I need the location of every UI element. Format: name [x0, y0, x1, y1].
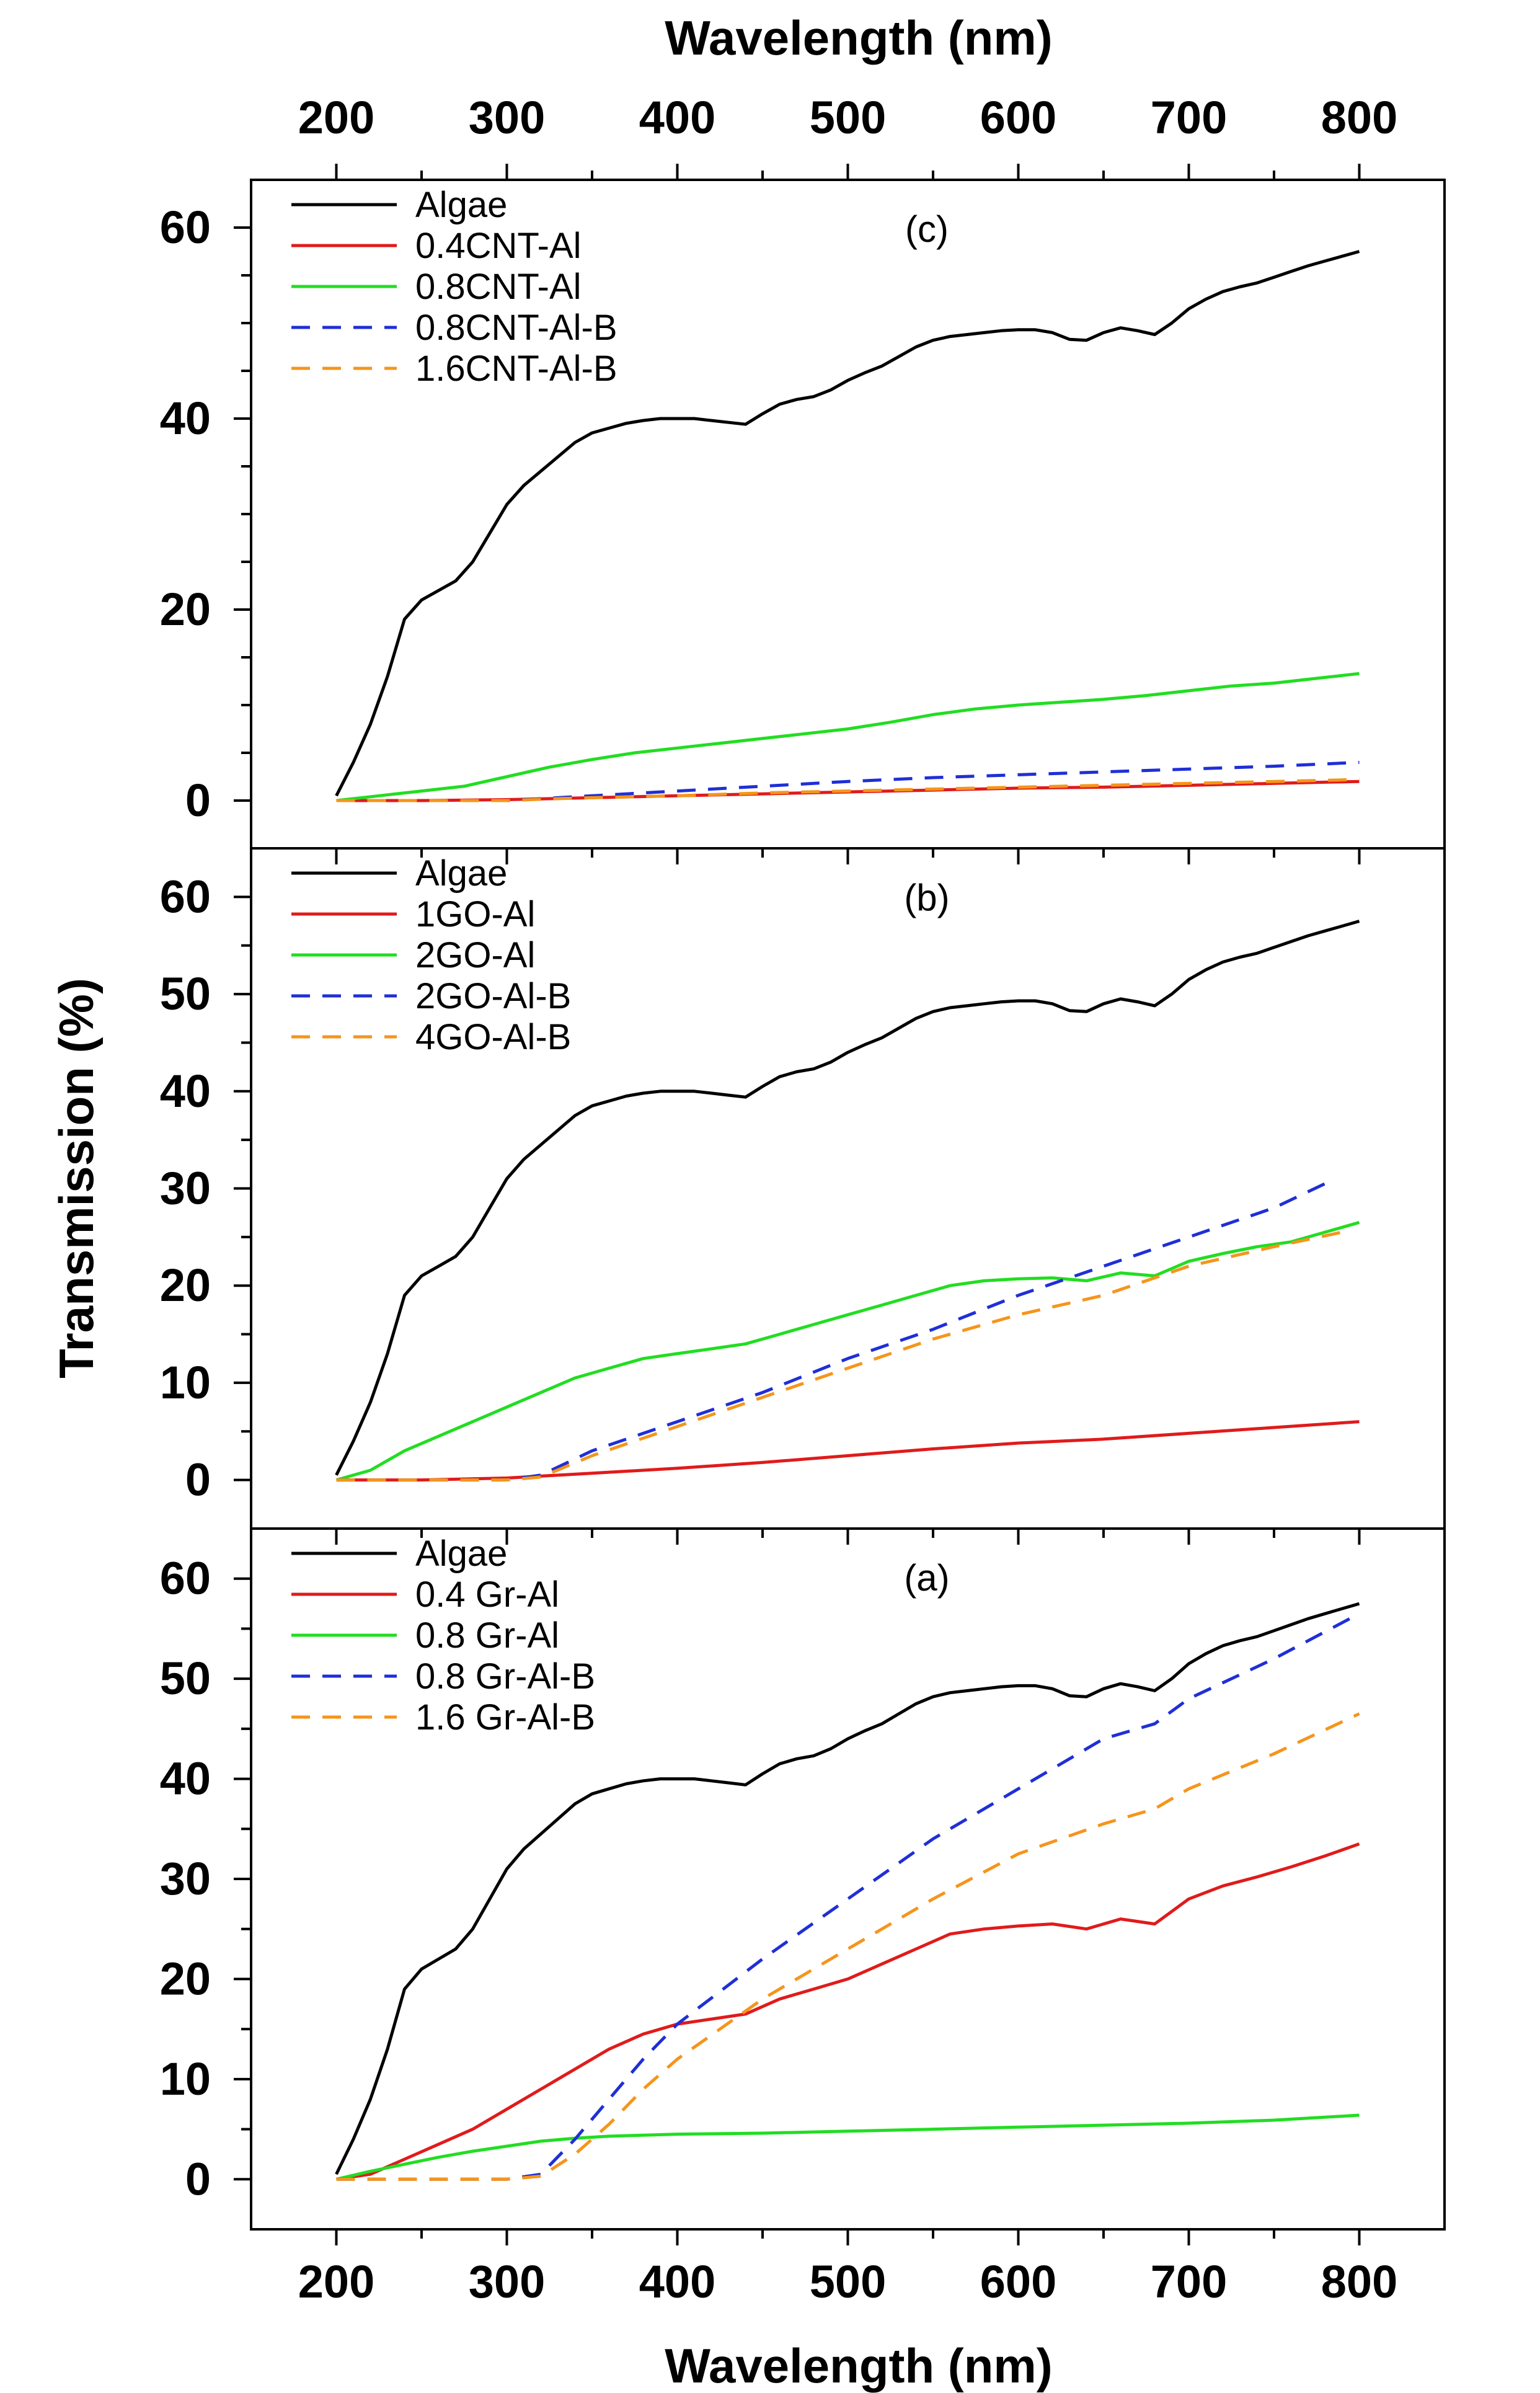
series-line-1-6cnt-al-b: [336, 778, 1360, 802]
series-line-1go-al: [336, 1420, 1360, 1482]
legend-label: 0.8 Gr-Al: [415, 1615, 559, 1656]
series-line-1-6-gr-al-b: [336, 1712, 1360, 2181]
panel-label: (b): [904, 877, 949, 918]
series-line-algae: [335, 250, 1360, 797]
y-tick-label: 10: [160, 2053, 211, 2105]
x-tick-label: 500: [810, 2256, 886, 2307]
legend-label: Algae: [415, 853, 507, 894]
x-tick-label-top: 500: [810, 92, 886, 143]
y-tick-label: 20: [160, 1259, 211, 1311]
legend-label: 2GO-Al-B: [415, 976, 571, 1016]
y-tick-label: 10: [160, 1357, 211, 1408]
legend-label: 0.8CNT-Al-B: [415, 308, 617, 348]
y-tick-label: 60: [160, 871, 211, 922]
x-tick-label: 700: [1151, 2256, 1227, 2307]
series-line-2go-al-b: [336, 1182, 1326, 1482]
y-tick-label: 20: [160, 1953, 211, 2004]
y-tick-label: 30: [160, 1163, 211, 1214]
panel-b: 0 10 20 30 40 50 60 Algae1GO-Al2GO-Al2GO-Al-B4G…: [160, 847, 1446, 1545]
x-tick-label: 200: [298, 2256, 374, 2307]
y-axis-title: Transmission (%): [49, 978, 104, 1379]
series-line-0-4-gr-al: [336, 1842, 1360, 2181]
legend-label: 0.8CNT-Al: [415, 267, 582, 307]
y-tick-label: 0: [185, 2153, 211, 2204]
series-line-algae: [335, 1602, 1360, 2175]
x-tick-label: 800: [1321, 2256, 1397, 2307]
panel-label: (a): [904, 1557, 949, 1599]
bottom-x-axis-title: Wavelength (nm): [665, 2338, 1052, 2393]
panel-label: (c): [905, 208, 949, 250]
legend-label: Algae: [415, 1534, 507, 1574]
panel-c: 0 20 40 60 200 300 400 500 600 700 800 Algae0.4CNT-…: [160, 92, 1446, 864]
series-line-2go-al: [335, 1220, 1360, 1482]
y-tick-label: 40: [160, 393, 211, 444]
x-tick-label-top: 800: [1321, 92, 1397, 143]
y-tick-label: 60: [160, 202, 211, 253]
legend-label: 2GO-Al: [415, 935, 535, 975]
x-tick-label: 300: [469, 2256, 545, 2307]
x-tick-label: 400: [639, 2256, 715, 2307]
legend-label: 1GO-Al: [415, 894, 535, 935]
y-tick-label: 30: [160, 1853, 211, 1904]
legend-label: 0.4 Gr-Al: [415, 1574, 559, 1615]
y-tick-label: 40: [160, 1753, 211, 1805]
y-tick-label: 60: [160, 1553, 211, 1604]
legend-label: Algae: [415, 185, 507, 225]
y-tick-label: 50: [160, 968, 211, 1019]
y-tick-label: 0: [185, 1454, 211, 1506]
legend-label: 0.4CNT-Al: [415, 226, 582, 266]
y-tick-label: 40: [160, 1065, 211, 1117]
x-tick-label-top: 300: [469, 92, 545, 143]
x-tick-label-top: 600: [980, 92, 1056, 143]
series-line-0-8-gr-al: [335, 2113, 1360, 2181]
series-line-algae: [335, 920, 1360, 1476]
x-tick-label: 600: [980, 2256, 1056, 2307]
x-tick-label-top: 200: [298, 92, 374, 143]
legend-label: 1.6CNT-Al-B: [415, 349, 617, 389]
x-tick-label-top: 400: [639, 92, 715, 143]
x-tick-label-top: 700: [1151, 92, 1227, 143]
legend-label: 0.8 Gr-Al-B: [415, 1656, 595, 1697]
series-line-0-8cnt-al: [336, 672, 1360, 802]
series-line-0-8cnt-al-b: [336, 760, 1360, 802]
series-line-4go-al-b: [336, 1230, 1343, 1482]
y-tick-label: 20: [160, 584, 211, 635]
legend-label: 4GO-Al-B: [415, 1017, 571, 1057]
top-x-axis-title: Wavelength (nm): [665, 11, 1052, 65]
y-tick-label: 50: [160, 1653, 211, 1704]
legend-label: 1.6 Gr-Al-B: [415, 1697, 595, 1738]
y-tick-label: 0: [185, 775, 211, 826]
